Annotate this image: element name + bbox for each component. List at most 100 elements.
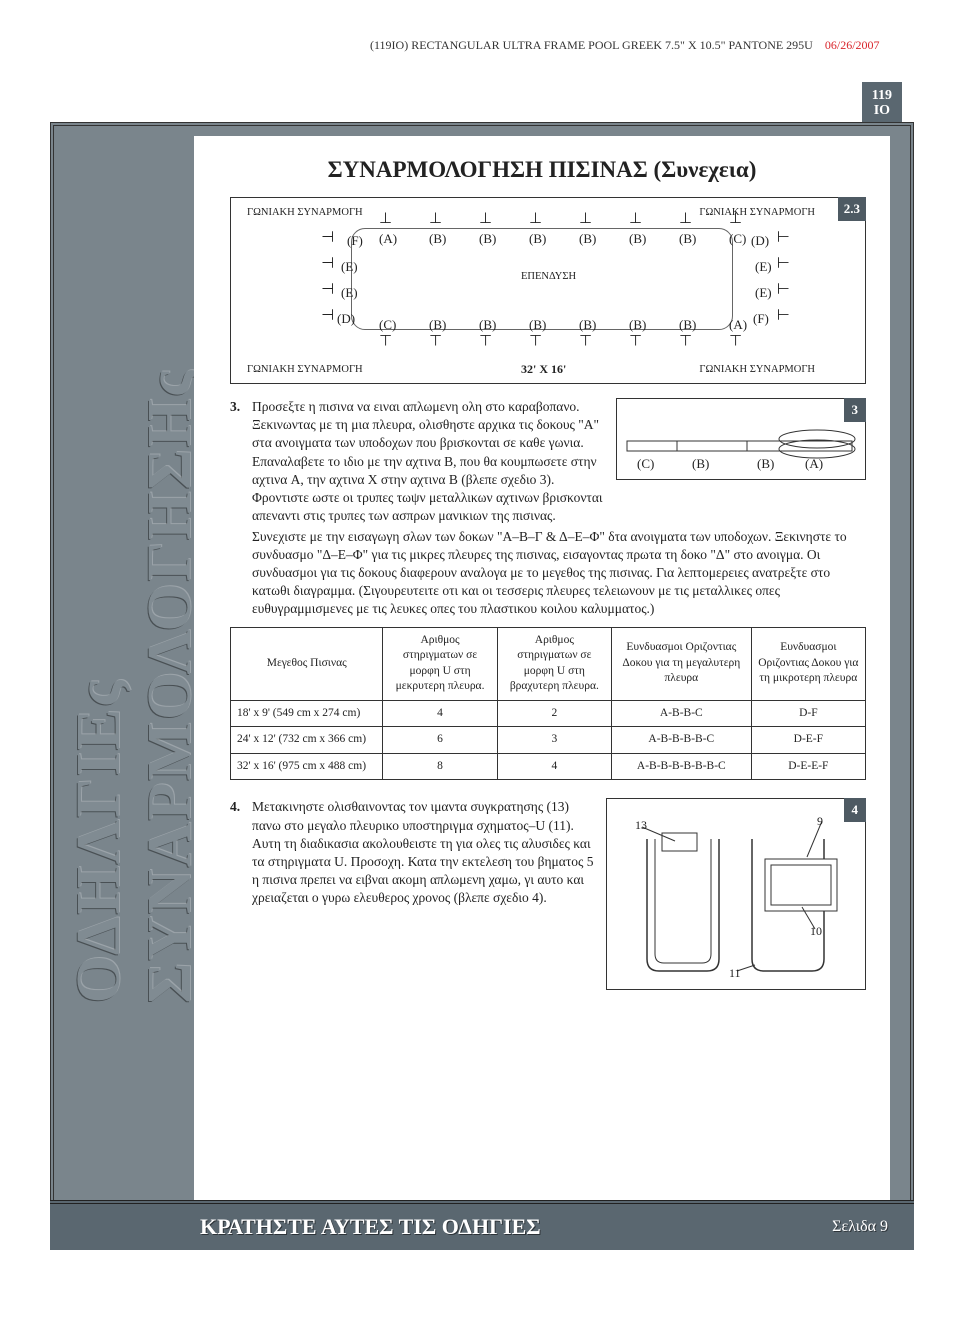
beam-label: (E) xyxy=(755,284,772,302)
diagram-number: 2.3 xyxy=(838,197,866,221)
content-panel: ΣΥΝΑΡΜΟΛΟΓΗΣΗ ΠΙΣΙΝΑΣ (Συνεχεια) 2.3 ΓΩΝ… xyxy=(194,136,890,1226)
cell: A-B-B-B-B-C xyxy=(611,727,751,754)
beam-label: (B) xyxy=(679,230,696,248)
callout-9: 9 xyxy=(817,813,823,829)
cell: 32' x 16' (975 cm x 488 cm) xyxy=(231,753,383,780)
corner-label-bl: ΓΩΝΙΑΚΗ ΣΥΝΑΡΜΟΓΗ xyxy=(247,363,363,377)
col-long-u: Αριθμος στηριγματων σε μορφη U στη μεκρυ… xyxy=(383,627,497,700)
table-row: 18' x 9' (549 cm x 274 cm) 4 2 A-B-B-C D… xyxy=(231,700,866,727)
cell: 4 xyxy=(383,700,497,727)
beam-label: (C) xyxy=(729,230,746,248)
connector-icon: ⊥ xyxy=(322,230,337,243)
col-short-combo: Ευνδυασμοι Οριζοντιας Δοκου για τη μικρο… xyxy=(751,627,865,700)
beam-label: (C) xyxy=(379,316,396,334)
step-3: 3. Προσεξτε η πισινα να ειναι απλωμενη ο… xyxy=(230,398,866,619)
header-code: (119IO) RECTANGULAR ULTRA FRAME POOL GRE… xyxy=(370,38,813,52)
beam-label: (E) xyxy=(341,258,358,276)
cell: D-E-E-F xyxy=(751,753,865,780)
liner-label: ΕΠΕΝΔΥΣΗ xyxy=(521,270,576,284)
beam-label: (B) xyxy=(429,230,446,248)
step-number: 4. xyxy=(230,798,252,990)
cell: D-F xyxy=(751,700,865,727)
footer: ΚΡΑΤΗΣΤΕ ΑΥΤΕΣ ΤΙΣ ΟΔΗΓΙΕΣ Σελιδα 9 xyxy=(50,1200,914,1250)
connector-icon: ⊥ xyxy=(774,308,789,321)
cell: 18' x 9' (549 cm x 274 cm) xyxy=(231,700,383,727)
callout-13: 13 xyxy=(635,817,647,833)
beam-label: (E) xyxy=(341,284,358,302)
connector-icon: ⊥ xyxy=(379,212,392,227)
header-date: 06/26/2007 xyxy=(825,38,880,52)
cell: 8 xyxy=(383,753,497,780)
beam-label: (B) xyxy=(679,316,696,334)
col-short-u: Αριθμος στηριγματων σε μορφη U στη βραχυ… xyxy=(497,627,611,700)
cell: D-E-F xyxy=(751,727,865,754)
beam-label: (F) xyxy=(347,232,363,250)
connector-icon: ⊥ xyxy=(479,212,492,227)
diagram-2-3: 2.3 ΓΩΝΙΑΚΗ ΣΥΝΑΡΜΟΓΗ ΓΩΝΙΑΚΗ ΣΥΝΑΡΜΟΓΗ … xyxy=(230,197,866,384)
footer-page: Σελιδα 9 xyxy=(832,1218,914,1236)
callout-11: 11 xyxy=(729,965,741,981)
section-title: ΣΥΝΑΡΜΟΛΟΓΗΣΗ ΠΙΣΙΝΑΣ (Συνεχεια) xyxy=(212,150,872,195)
print-header: (119IO) RECTANGULAR ULTRA FRAME POOL GRE… xyxy=(370,38,880,53)
content-frame: ΟΔΗΛΓΙΕς ΣΥΝΑΡΜΟΛΟΓΗΣΗς ΣΥΝΑΡΜΟΛΟΓΗΣΗ ΠΙ… xyxy=(50,122,914,1250)
table-row: 24' x 12' (732 cm x 366 cm) 6 3 A-B-B-B-… xyxy=(231,727,866,754)
connector-icon: ⊥ xyxy=(729,212,742,227)
col-long-combo: Ευνδυασμοι Οριζοντιας Δοκου για τη μεγαλ… xyxy=(611,627,751,700)
beam-label: (A) xyxy=(805,455,823,473)
figure-number: 3 xyxy=(844,398,867,422)
beam-label: (B) xyxy=(479,316,496,334)
beam-label: (D) xyxy=(337,310,355,328)
cell: 4 xyxy=(497,753,611,780)
connector-icon: ⊥ xyxy=(429,212,442,227)
beam-label: (B) xyxy=(429,316,446,334)
footer-title: ΚΡΑΤΗΣΤΕ ΑΥΤΕΣ ΤΙΣ ΟΔΗΓΙΕΣ xyxy=(50,1214,832,1240)
beam-label: (B) xyxy=(757,455,774,473)
beam-label: (D) xyxy=(751,232,769,250)
beam-label: (C) xyxy=(637,455,654,473)
sidebar-title: ΟΔΗΛΓΙΕς ΣΥΝΑΡΜΟΛΟΓΗΣΗς xyxy=(64,369,206,1004)
page: (119IO) RECTANGULAR ULTRA FRAME POOL GRE… xyxy=(0,0,960,1339)
cell: 2 xyxy=(497,700,611,727)
callout-10: 10 xyxy=(810,923,822,939)
step-3-text-b: Συνεχιστε με την εισαγωγη σλων των δοκων… xyxy=(252,528,866,619)
step-4-body: Μετακινηστε ολισθαινοντας τον ιμαντα συγ… xyxy=(252,799,594,905)
connector-icon: ⊥ xyxy=(774,282,789,295)
cell: A-B-B-C xyxy=(611,700,751,727)
step-3-text-a: Προσεξτε η πισινα να ειναι απλωμενη ολη … xyxy=(252,398,608,526)
connector-icon: ⊥ xyxy=(774,230,789,243)
corner-label-tl: ΓΩΝΙΑΚΗ ΣΥΝΑΡΜΟΓΗ xyxy=(247,206,363,220)
page-code-1: 119 xyxy=(872,88,892,103)
table-header-row: Μεγεθος Πισινας Αριθμος στηριγματων σε μ… xyxy=(231,627,866,700)
page-code-2: IO xyxy=(872,103,892,118)
table-row: 32' x 16' (975 cm x 488 cm) 8 4 A-B-B-B-… xyxy=(231,753,866,780)
sizes-table: Μεγεθος Πισινας Αριθμος στηριγματων σε μ… xyxy=(230,627,866,781)
size-label: 32' X 16' xyxy=(521,361,566,377)
connector-icon: ⊥ xyxy=(322,308,337,321)
beam-label: (B) xyxy=(579,316,596,334)
connector-icon: ⊥ xyxy=(529,212,542,227)
connector-icon: ⊥ xyxy=(322,256,337,269)
beam-label: (B) xyxy=(479,230,496,248)
cell: 24' x 12' (732 cm x 366 cm) xyxy=(231,727,383,754)
step-4-text: Μετακινηστε ολισθαινοντας τον ιμαντα συγ… xyxy=(252,798,606,990)
step-number: 3. xyxy=(230,398,252,619)
step-body: Προσεξτε η πισινα να ειναι απλωμενη ολη … xyxy=(252,398,866,619)
beam-label: (B) xyxy=(629,230,646,248)
beam-label: (F) xyxy=(753,310,769,328)
beam-label: (B) xyxy=(529,230,546,248)
step-4: 4. Μετακινηστε ολισθαινοντας τον ιμαντα … xyxy=(230,798,866,990)
beam-label: (B) xyxy=(629,316,646,334)
connector-icon: ⊥ xyxy=(322,282,337,295)
beam-label: (A) xyxy=(379,230,397,248)
page-code-badge: 119 IO xyxy=(862,82,902,125)
beam-label: (B) xyxy=(692,455,709,473)
beam-label: (E) xyxy=(755,258,772,276)
connector-icon: ⊥ xyxy=(679,212,692,227)
cell: A-B-B-B-B-B-B-C xyxy=(611,753,751,780)
connector-icon: ⊥ xyxy=(774,256,789,269)
beam-label: (A) xyxy=(729,316,747,334)
col-size: Μεγεθος Πισινας xyxy=(231,627,383,700)
cell: 6 xyxy=(383,727,497,754)
cell: 3 xyxy=(497,727,611,754)
beam-label: (B) xyxy=(579,230,596,248)
